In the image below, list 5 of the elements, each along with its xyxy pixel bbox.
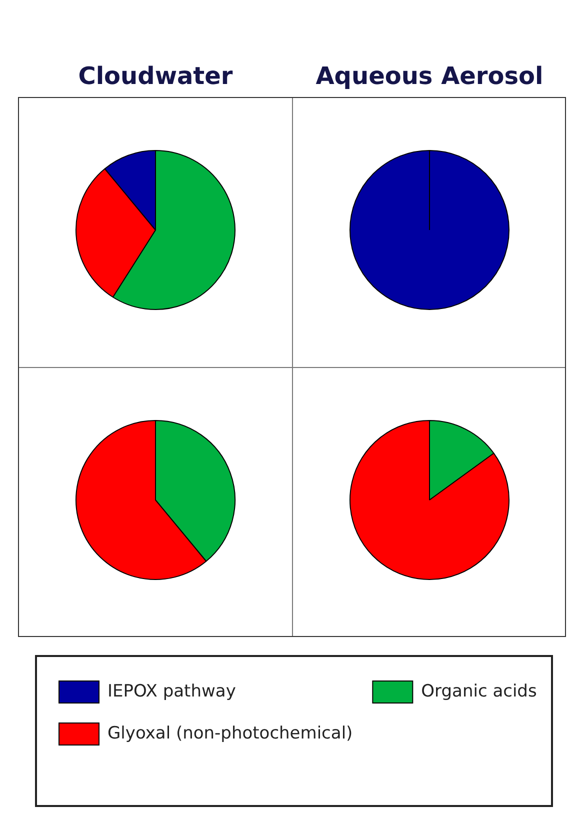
legend-label: Organic acids [421,681,537,702]
text: Cloudwater [77,61,234,92]
legend-label: IEPOX pathway [108,681,236,702]
legend-label: Glyoxal (non-photochemical) [108,723,353,744]
text: Aqueous Aerosol [314,61,544,92]
